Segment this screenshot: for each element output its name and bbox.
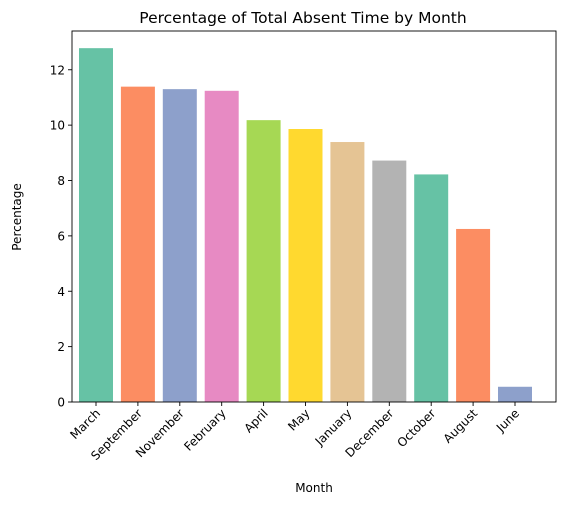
bar-february: [204, 90, 239, 403]
y-tick-label: 10: [50, 119, 65, 133]
y-tick-label: 6: [57, 229, 65, 243]
y-tick-label: 12: [50, 63, 65, 77]
y-tick-label: 4: [57, 285, 65, 299]
x-tick-label: June: [493, 406, 522, 435]
bar-november: [162, 89, 197, 403]
bar-may: [288, 129, 323, 403]
x-tick-label: February: [181, 406, 229, 454]
y-axis-label: Percentage: [10, 183, 24, 251]
bar-october: [414, 174, 449, 402]
x-axis-label: Month: [295, 481, 333, 495]
x-tick-label: October: [394, 406, 438, 450]
y-axis-ticks: 0 2 4 6 8 10 12: [50, 63, 72, 410]
bar-june: [498, 386, 532, 402]
bar-december: [372, 160, 407, 402]
x-tick-label: August: [441, 406, 481, 446]
bar-april: [246, 120, 281, 402]
bar-january: [330, 142, 365, 402]
bar-august: [456, 228, 491, 402]
bar-september: [120, 86, 155, 403]
bars-group: [79, 48, 532, 403]
y-tick-label: 8: [57, 174, 65, 188]
chart-title: Percentage of Total Absent Time by Month: [139, 9, 466, 27]
x-tick-label: May: [285, 406, 312, 433]
x-tick-label: January: [312, 406, 355, 449]
x-tick-label: March: [67, 406, 103, 442]
x-tick-label: April: [241, 406, 270, 435]
plot-frame: [71, 30, 557, 403]
y-tick-label: 0: [57, 396, 65, 410]
y-tick-label: 2: [57, 340, 65, 354]
bar-march: [79, 48, 113, 402]
